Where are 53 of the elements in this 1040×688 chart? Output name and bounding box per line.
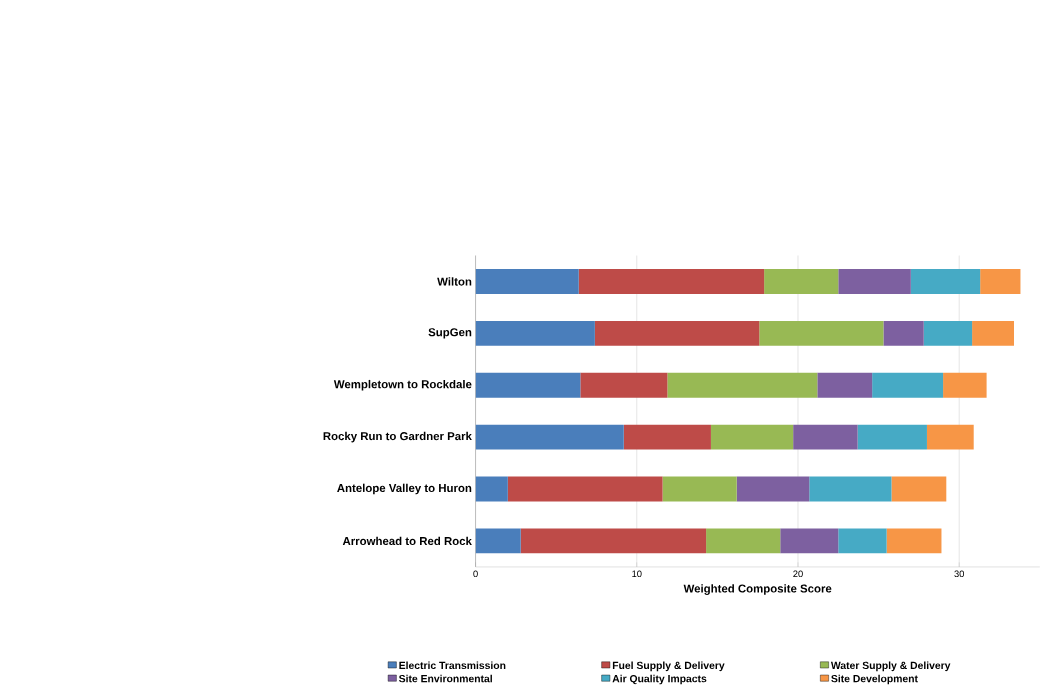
x-tick-label: 10 (632, 570, 642, 578)
bar (793, 424, 858, 450)
bar (475, 320, 595, 346)
bar (475, 528, 521, 554)
bar (780, 528, 839, 554)
bar (759, 320, 884, 346)
bar (910, 269, 981, 294)
bar (520, 528, 707, 554)
bar (838, 528, 887, 554)
bar (886, 528, 942, 554)
legend-label: Air Quality Impacts (612, 674, 707, 685)
bar (507, 476, 663, 502)
bar (662, 476, 737, 502)
legend-label: Water Supply & Delivery (830, 661, 951, 672)
bar (736, 476, 810, 502)
bar (817, 372, 873, 398)
bar (475, 372, 581, 398)
y-tick-label: Arrowhead to Red Rock (342, 536, 472, 546)
bar (594, 320, 760, 346)
bar (710, 424, 794, 450)
bar (475, 424, 624, 450)
bar (838, 269, 911, 294)
bar (475, 476, 508, 502)
bar (926, 424, 974, 450)
x-axis-title: Weighted Composite Score (683, 584, 832, 595)
bar (580, 372, 668, 398)
x-tick-label: 30 (954, 570, 965, 578)
x-tick-label: 20 (793, 570, 803, 578)
legend-label: Fuel Supply & Delivery (612, 661, 725, 672)
x-tick-label: 0 (473, 570, 478, 578)
bar (706, 528, 781, 554)
legend-label: Electric Transmission (399, 661, 506, 670)
y-tick-label: Wilton (437, 277, 472, 286)
bar (764, 269, 839, 294)
bar (980, 269, 1021, 294)
bar (667, 372, 818, 398)
bar (972, 320, 1015, 346)
legend-label: Site Development (831, 674, 918, 685)
y-tick-label: Antelope Valley to Huron (337, 483, 472, 495)
bar (809, 476, 892, 502)
bar (578, 269, 765, 294)
bar (943, 372, 987, 398)
bar (872, 372, 944, 398)
bar (857, 424, 927, 450)
bar (883, 320, 924, 346)
y-tick-label: Wempletown to Rockdale (333, 379, 472, 391)
y-tick-label: SupGen (428, 328, 472, 339)
bar (623, 424, 711, 450)
bar (891, 476, 947, 502)
bar (923, 320, 973, 346)
legend-label: Site Environmental (398, 674, 492, 683)
bar (475, 269, 579, 294)
y-tick-label: Rocky Run to Gardner Park (323, 431, 472, 443)
